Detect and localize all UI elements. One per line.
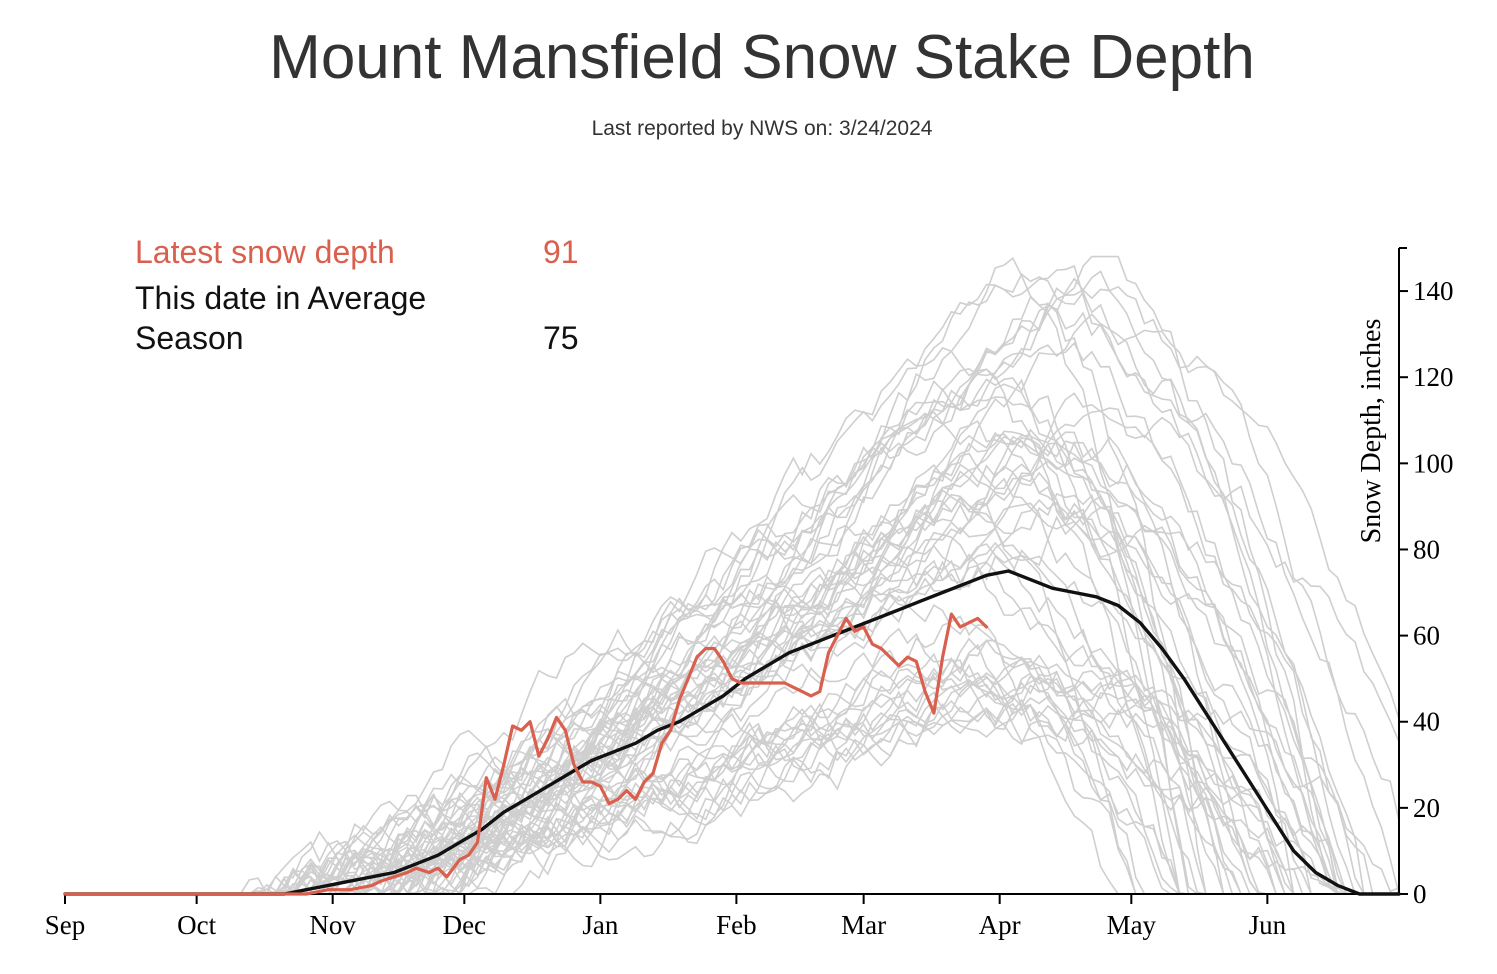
y-tick-label: 80 [1413, 534, 1440, 564]
y-tick-label: 120 [1413, 362, 1454, 392]
x-tick-label: Mar [841, 910, 886, 940]
historical-season-line [65, 698, 1399, 895]
latest-depth-value: 91 [543, 234, 579, 270]
historical-season-line [65, 430, 1399, 895]
historical-season-line [65, 431, 1399, 895]
x-tick-label: Jan [582, 910, 618, 940]
chart-title: Mount Mansfield Snow Stake Depth [269, 23, 1255, 92]
x-tick-label: May [1107, 910, 1157, 940]
historical-season-line [65, 341, 1399, 895]
x-tick-label: Jun [1249, 910, 1287, 940]
historical-season-line [65, 392, 1399, 895]
series [63, 569, 1401, 896]
historical-season-line [65, 433, 1399, 896]
historical-season-line [65, 666, 1399, 895]
historical-seasons [65, 255, 1400, 896]
x-tick-label: Apr [979, 910, 1021, 940]
x-tick-label: Oct [177, 910, 216, 940]
historical-season-line [65, 277, 1400, 895]
historical-season-line [65, 313, 1399, 895]
y-tick-label: 0 [1413, 879, 1427, 909]
current-season-line [63, 612, 989, 896]
y-axis-title: Snow Depth, inches [1356, 319, 1387, 544]
chart-subtitle: Last reported by NWS on: 3/24/2024 [591, 117, 933, 140]
historical-season-line [65, 695, 1399, 895]
average-depth-value: 75 [543, 320, 579, 356]
latest-depth-label: Latest snow depth [135, 234, 395, 270]
x-tick-label: Sep [45, 910, 86, 940]
y-tick-label: 20 [1413, 793, 1440, 823]
average-season-line [63, 569, 1401, 896]
historical-season-line [65, 559, 1399, 895]
average-depth-row: This date in Average Season 75 [135, 278, 595, 358]
y-tick-label: 140 [1413, 276, 1454, 306]
stats-panel: Latest snow depth 91 This date in Averag… [135, 232, 595, 358]
axes: Sep Oct Nov Dec Jan Feb Mar Apr May Jun 0 20 40 60 80 1… [45, 247, 1454, 940]
historical-season-line [65, 394, 1399, 895]
x-tick-label: Nov [309, 910, 356, 940]
average-depth-label: This date in Average Season [135, 280, 427, 356]
latest-depth-row: Latest snow depth 91 [135, 232, 595, 278]
y-tick-label: 40 [1413, 707, 1440, 737]
y-tick-label: 60 [1413, 621, 1440, 651]
x-tick-label: Dec [443, 910, 486, 940]
x-tick-label: Feb [716, 910, 757, 940]
y-tick-label: 100 [1413, 448, 1454, 478]
